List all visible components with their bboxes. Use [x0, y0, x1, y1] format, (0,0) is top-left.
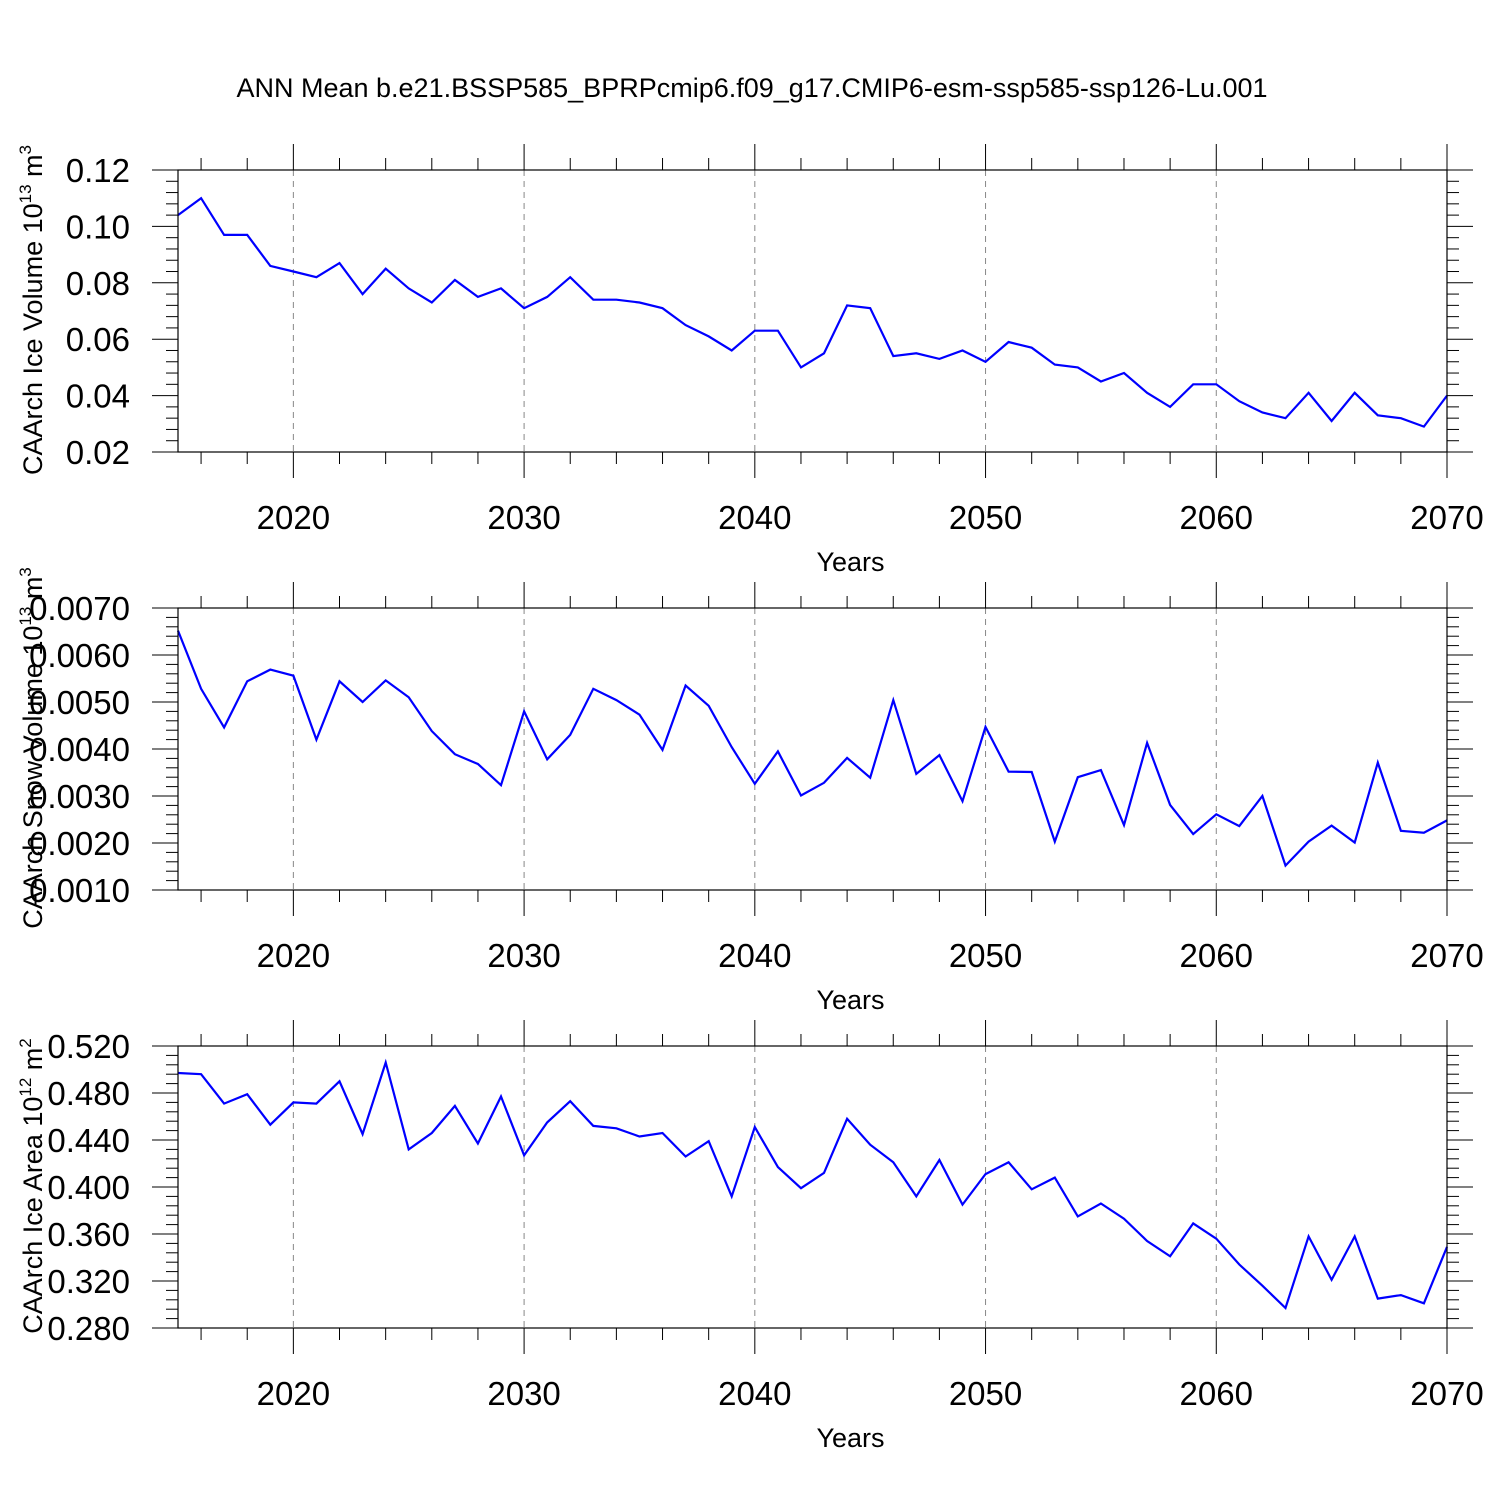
- y-axis-title-unit-exponent: 3: [16, 567, 35, 576]
- y-tick-label: 0.480: [47, 1075, 130, 1112]
- y-tick-label: 0.04: [66, 378, 130, 415]
- y-axis-title-unit-exponent: 2: [16, 1038, 35, 1047]
- plot-frame: [177, 1045, 1448, 1329]
- y-tick-label: 0.0070: [29, 590, 130, 627]
- y-axis-title-unit: m: [18, 154, 48, 184]
- y-tick-label: 0.10: [66, 208, 130, 245]
- y-axis-title-exponent: 13: [16, 607, 35, 626]
- series-line: [177, 1058, 1449, 1311]
- x-tick-label: 2030: [487, 499, 560, 536]
- x-tick-label: 2020: [257, 1375, 330, 1412]
- x-tick-label: 2060: [1180, 937, 1253, 974]
- plot-frame: [177, 607, 1448, 891]
- plot-frame: [177, 169, 1448, 453]
- y-tick-label: 0.280: [47, 1310, 130, 1347]
- y-axis-title-unit: m: [18, 577, 48, 607]
- y-axis-title-text: CAArch Snow Volume 10: [18, 626, 48, 929]
- y-tick-label: 0.0030: [29, 778, 130, 815]
- chart-title: ANN Mean b.e21.BSSP585_BPRPcmip6.f09_g17…: [236, 73, 1267, 103]
- y-tick-label: 0.02: [66, 434, 130, 471]
- y-tick-label: 0.520: [47, 1028, 130, 1065]
- y-tick-label: 0.0010: [29, 872, 130, 909]
- x-tick-label: 2050: [949, 1375, 1022, 1412]
- y-tick-label: 0.320: [47, 1263, 130, 1300]
- y-tick-label: 0.06: [66, 321, 130, 358]
- x-tick-label: 2070: [1410, 1375, 1483, 1412]
- y-tick-label: 0.0050: [29, 684, 130, 721]
- y-tick-label: 0.440: [47, 1122, 130, 1159]
- x-tick-label: 2040: [718, 937, 791, 974]
- y-axis-title-unit: m: [18, 1048, 48, 1078]
- x-tick-label: 2040: [718, 499, 791, 536]
- x-tick-label: 2030: [487, 1375, 560, 1412]
- y-tick-label: 0.12: [66, 152, 130, 189]
- y-tick-label: 0.0060: [29, 637, 130, 674]
- x-tick-label: 2030: [487, 937, 560, 974]
- y-axis-title-exponent: 12: [16, 1078, 35, 1097]
- y-axis-title-text: CAArch Ice Volume 10: [18, 203, 48, 475]
- x-tick-label: 2060: [1180, 499, 1253, 536]
- y-axis-title: CAArch Ice Volume 1013 m3: [16, 145, 48, 475]
- x-tick-label: 2070: [1410, 499, 1483, 536]
- series-line: [177, 196, 1448, 428]
- x-tick-label: 2050: [949, 937, 1022, 974]
- x-tick-label: 2020: [257, 937, 330, 974]
- chart-panel-1: 2020 2030 2040 2050 2060 2070 0.02 0.04 0.06 0.08…: [16, 144, 1484, 577]
- chart-panel-3: 2020 2030 2040 2050 2060 2070 0.280 0.320 0.360 0…: [16, 1020, 1484, 1453]
- x-tick-label: 2020: [257, 499, 330, 536]
- x-axis-title: Years: [816, 547, 884, 577]
- x-tick-label: 2060: [1180, 1375, 1253, 1412]
- y-tick-label: 0.0040: [29, 731, 130, 768]
- series-line: [176, 630, 1448, 868]
- y-axis-title-text: CAArch Ice Area 10: [18, 1097, 48, 1334]
- x-axis-title: Years: [816, 1423, 884, 1453]
- y-axis-title-unit-exponent: 3: [16, 145, 35, 154]
- y-tick-label: 0.360: [47, 1216, 130, 1253]
- chart-panel-2: 2020 2030 2040 2050 2060 2070 0.0010 0.0020 0.00…: [16, 567, 1484, 1015]
- x-tick-label: 2040: [718, 1375, 791, 1412]
- x-axis-title: Years: [816, 985, 884, 1015]
- x-tick-label: 2050: [949, 499, 1022, 536]
- y-axis-title: CAArch Snow Volume 1013 m3: [16, 567, 48, 929]
- y-axis-title: CAArch Ice Area 1012 m2: [16, 1038, 48, 1334]
- y-tick-label: 0.400: [47, 1169, 130, 1206]
- x-tick-label: 2070: [1410, 937, 1483, 974]
- y-tick-label: 0.08: [66, 265, 130, 302]
- y-tick-label: 0.0020: [29, 825, 130, 862]
- y-axis-title-exponent: 13: [16, 184, 35, 203]
